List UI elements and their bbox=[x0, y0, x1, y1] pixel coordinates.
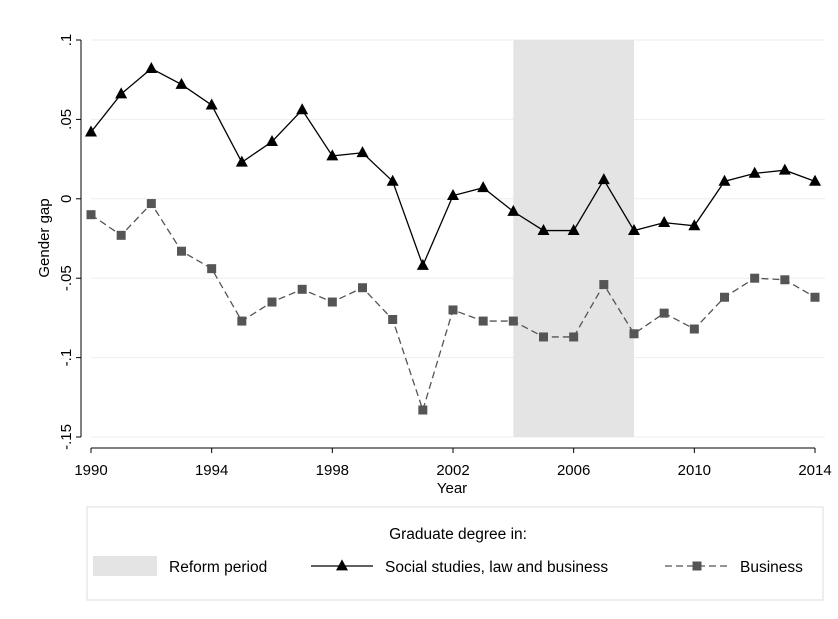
y-tick-label: -.05 bbox=[58, 265, 75, 291]
data-point bbox=[448, 305, 458, 315]
data-point bbox=[145, 61, 158, 73]
x-tick-label: 1994 bbox=[195, 462, 228, 479]
data-point bbox=[688, 219, 701, 231]
y-axis-title: Gender gap bbox=[36, 198, 53, 277]
y-tick-label: .1 bbox=[58, 34, 75, 47]
legend-marker-business bbox=[692, 561, 702, 571]
legend-key-business bbox=[665, 561, 729, 571]
data-point bbox=[205, 98, 218, 110]
x-tick-label: 2002 bbox=[436, 462, 469, 479]
y-tick-label: 0 bbox=[58, 195, 75, 203]
legend-label-business: Business bbox=[740, 559, 803, 576]
data-point bbox=[175, 77, 188, 89]
data-point bbox=[567, 223, 580, 235]
data-point bbox=[116, 230, 126, 240]
data-point bbox=[388, 314, 398, 324]
series-lines bbox=[85, 61, 821, 415]
data-point bbox=[356, 146, 369, 158]
x-tick-label: 2010 bbox=[678, 462, 711, 479]
data-point bbox=[358, 283, 367, 293]
data-point bbox=[416, 258, 429, 270]
legend-swatch-reform-period bbox=[93, 556, 157, 576]
legend-label-social-studies: Social studies, law and business bbox=[385, 559, 608, 576]
grid-lines bbox=[91, 39, 825, 438]
data-point bbox=[569, 332, 579, 342]
data-point bbox=[266, 135, 278, 147]
series-social-studies bbox=[85, 61, 821, 270]
x-tick-label: 2006 bbox=[557, 462, 590, 479]
data-point bbox=[267, 297, 277, 307]
data-point bbox=[235, 155, 248, 167]
data-point bbox=[658, 216, 671, 228]
data-point bbox=[478, 316, 488, 326]
data-point bbox=[85, 125, 97, 137]
series-line-social-studies bbox=[90, 67, 816, 268]
legend: Graduate degree in: Reform period Social… bbox=[86, 506, 824, 601]
data-point bbox=[507, 204, 520, 216]
data-point bbox=[177, 246, 186, 256]
data-point bbox=[629, 329, 639, 339]
data-point bbox=[537, 223, 550, 235]
data-point bbox=[115, 87, 128, 99]
legend-box bbox=[86, 506, 824, 601]
data-point bbox=[778, 163, 791, 175]
data-point bbox=[750, 273, 760, 283]
data-point bbox=[748, 166, 761, 178]
x-axis-title: Year bbox=[437, 480, 467, 497]
series-business bbox=[86, 199, 820, 415]
data-point bbox=[628, 223, 640, 235]
legend-title: Graduate degree in: bbox=[389, 526, 527, 543]
data-point bbox=[810, 292, 820, 302]
data-point bbox=[146, 199, 156, 209]
data-point bbox=[418, 405, 428, 415]
data-point bbox=[447, 189, 459, 201]
data-point bbox=[599, 280, 609, 290]
data-point bbox=[508, 316, 518, 326]
data-point bbox=[237, 316, 247, 326]
x-tick-label: 2014 bbox=[798, 462, 831, 479]
data-point bbox=[86, 210, 96, 220]
data-point bbox=[718, 174, 731, 186]
data-point bbox=[539, 332, 548, 342]
data-point bbox=[720, 292, 729, 302]
data-point bbox=[296, 103, 309, 115]
data-point bbox=[477, 181, 490, 193]
x-tick-label: 1990 bbox=[74, 462, 107, 479]
data-point bbox=[597, 173, 610, 185]
data-point bbox=[386, 174, 399, 186]
data-point bbox=[297, 284, 307, 294]
data-point bbox=[689, 324, 699, 334]
y-tick-label: -.1 bbox=[58, 349, 75, 367]
data-point bbox=[659, 308, 669, 318]
data-point bbox=[207, 264, 217, 274]
legend-key-social-studies bbox=[311, 559, 373, 571]
y-tick-label: .05 bbox=[58, 109, 75, 130]
data-point bbox=[326, 149, 339, 161]
axes: .1 .05 0 -.05 -.1 -.15 1990 1994 1998 2002 2006 201… bbox=[58, 34, 832, 479]
data-point bbox=[809, 174, 821, 186]
data-point bbox=[780, 275, 790, 285]
x-tick-label: 1998 bbox=[316, 462, 349, 479]
legend-label-reform-period: Reform period bbox=[169, 559, 267, 576]
data-point bbox=[327, 297, 337, 307]
y-tick-label: -.15 bbox=[58, 424, 75, 450]
legend-marker-social-studies bbox=[336, 559, 348, 571]
reform-period-band bbox=[513, 40, 634, 437]
reform-period-shading bbox=[513, 40, 634, 437]
